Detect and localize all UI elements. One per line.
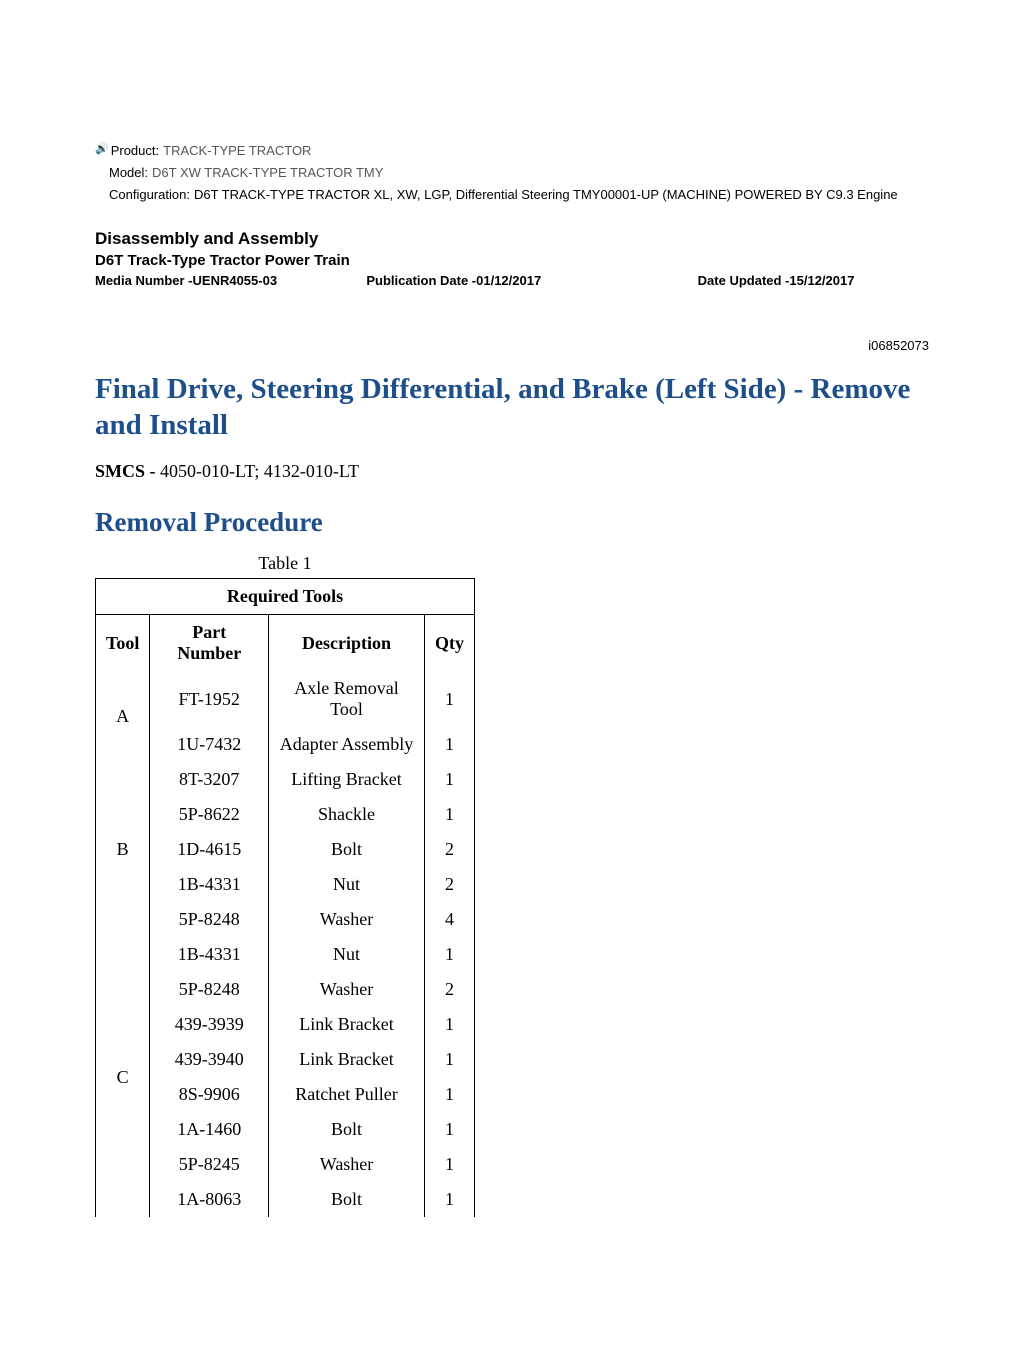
part-number-cell: 1B-4331	[150, 937, 269, 972]
part-number-cell: 8T-3207	[150, 762, 269, 797]
part-number-cell: 1B-4331	[150, 867, 269, 902]
part-number-cell: 1A-1460	[150, 1112, 269, 1147]
qty-cell: 1	[424, 1077, 474, 1112]
qty-cell: 1	[424, 1007, 474, 1042]
product-value: TRACK-TYPE TRACTOR	[163, 140, 311, 162]
smcs-label: SMCS -	[95, 461, 156, 481]
table-header-row: Tool Part Number Description Qty	[96, 615, 475, 672]
qty-cell: 1	[424, 1147, 474, 1182]
description-cell: Lifting Bracket	[269, 762, 425, 797]
qty-cell: 1	[424, 1112, 474, 1147]
model-value: D6T XW TRACK-TYPE TRACTOR TMY	[152, 162, 383, 184]
table-row: AFT-1952Axle Removal Tool1	[96, 671, 475, 727]
description-cell: Nut	[269, 867, 425, 902]
page-title: Final Drive, Steering Differential, and …	[95, 371, 929, 444]
qty-cell: 1	[424, 762, 474, 797]
table-title: Required Tools	[96, 579, 475, 615]
table-row: 5P-8248Washer2	[96, 972, 475, 1007]
table-row: 1A-1460Bolt1	[96, 1112, 475, 1147]
metadata-block: 🔊 Product: TRACK-TYPE TRACTOR Model: D6T…	[95, 140, 929, 206]
config-value: D6T TRACK-TYPE TRACTOR XL, XW, LGP, Diff…	[194, 184, 898, 206]
qty-cell: 1	[424, 937, 474, 972]
table-row: C1B-4331Nut1	[96, 937, 475, 972]
qty-cell: 1	[424, 1042, 474, 1077]
part-number-cell: 5P-8248	[150, 972, 269, 1007]
description-cell: Axle Removal Tool	[269, 671, 425, 727]
description-cell: Bolt	[269, 1112, 425, 1147]
product-label: Product:	[111, 140, 159, 162]
table-row: 5P-8245Washer1	[96, 1147, 475, 1182]
sub-heading: D6T Track-Type Tractor Power Train	[95, 252, 929, 269]
table-row: 5P-8622Shackle1	[96, 797, 475, 832]
col-description: Description	[269, 615, 425, 672]
part-number-cell: 1U-7432	[150, 727, 269, 762]
col-part-number: Part Number	[150, 615, 269, 672]
media-number: Media Number -UENR4055-03	[95, 273, 326, 288]
description-cell: Link Bracket	[269, 1007, 425, 1042]
qty-cell: 1	[424, 797, 474, 832]
description-cell: Nut	[269, 937, 425, 972]
qty-cell: 4	[424, 902, 474, 937]
smcs-line: SMCS - 4050-010-LT; 4132-010-LT	[95, 461, 929, 482]
procedure-title: Removal Procedure	[95, 507, 929, 538]
part-number-cell: 5P-8248	[150, 902, 269, 937]
model-label: Model:	[109, 162, 148, 184]
tool-cell: B	[96, 762, 150, 937]
document-header: Disassembly and Assembly D6T Track-Type …	[95, 226, 929, 288]
description-cell: Washer	[269, 1147, 425, 1182]
required-tools-table-wrapper: Table 1 Required Tools Tool Part Number …	[95, 553, 929, 1217]
description-cell: Shackle	[269, 797, 425, 832]
description-cell: Washer	[269, 902, 425, 937]
qty-cell: 2	[424, 867, 474, 902]
table-row: 439-3940Link Bracket1	[96, 1042, 475, 1077]
table-row: 1B-4331Nut2	[96, 867, 475, 902]
qty-cell: 1	[424, 727, 474, 762]
part-number-cell: 8S-9906	[150, 1077, 269, 1112]
qty-cell: 1	[424, 1182, 474, 1217]
description-cell: Bolt	[269, 1182, 425, 1217]
part-number-cell: 1A-8063	[150, 1182, 269, 1217]
col-tool: Tool	[96, 615, 150, 672]
part-number-cell: 1D-4615	[150, 832, 269, 867]
col-qty: Qty	[424, 615, 474, 672]
description-cell: Link Bracket	[269, 1042, 425, 1077]
part-number-cell: 439-3940	[150, 1042, 269, 1077]
table-row: 1A-8063Bolt1	[96, 1182, 475, 1217]
part-number-cell: 5P-8245	[150, 1147, 269, 1182]
part-number-cell: 439-3939	[150, 1007, 269, 1042]
date-updated: Date Updated -15/12/2017	[598, 273, 929, 288]
description-cell: Washer	[269, 972, 425, 1007]
description-cell: Bolt	[269, 832, 425, 867]
table-row: 8S-9906Ratchet Puller1	[96, 1077, 475, 1112]
qty-cell: 2	[424, 832, 474, 867]
table-row: 5P-8248Washer4	[96, 902, 475, 937]
description-cell: Ratchet Puller	[269, 1077, 425, 1112]
table-row: B8T-3207Lifting Bracket1	[96, 762, 475, 797]
smcs-value: 4050-010-LT; 4132-010-LT	[160, 461, 359, 481]
part-number-cell: FT-1952	[150, 671, 269, 727]
qty-cell: 2	[424, 972, 474, 1007]
table-row: 439-3939Link Bracket1	[96, 1007, 475, 1042]
audio-icon: 🔊	[95, 140, 109, 162]
config-label: Configuration:	[109, 184, 190, 206]
required-tools-table: Required Tools Tool Part Number Descript…	[95, 578, 475, 1217]
table-row: 1D-4615Bolt2	[96, 832, 475, 867]
table-row: 1U-7432Adapter Assembly1	[96, 727, 475, 762]
publication-date: Publication Date -01/12/2017	[326, 273, 597, 288]
tool-cell: A	[96, 671, 150, 762]
tool-cell: C	[96, 937, 150, 1217]
document-id: i06852073	[95, 338, 929, 353]
table-caption: Table 1	[95, 553, 475, 574]
description-cell: Adapter Assembly	[269, 727, 425, 762]
section-heading: Disassembly and Assembly	[95, 226, 929, 252]
part-number-cell: 5P-8622	[150, 797, 269, 832]
qty-cell: 1	[424, 671, 474, 727]
